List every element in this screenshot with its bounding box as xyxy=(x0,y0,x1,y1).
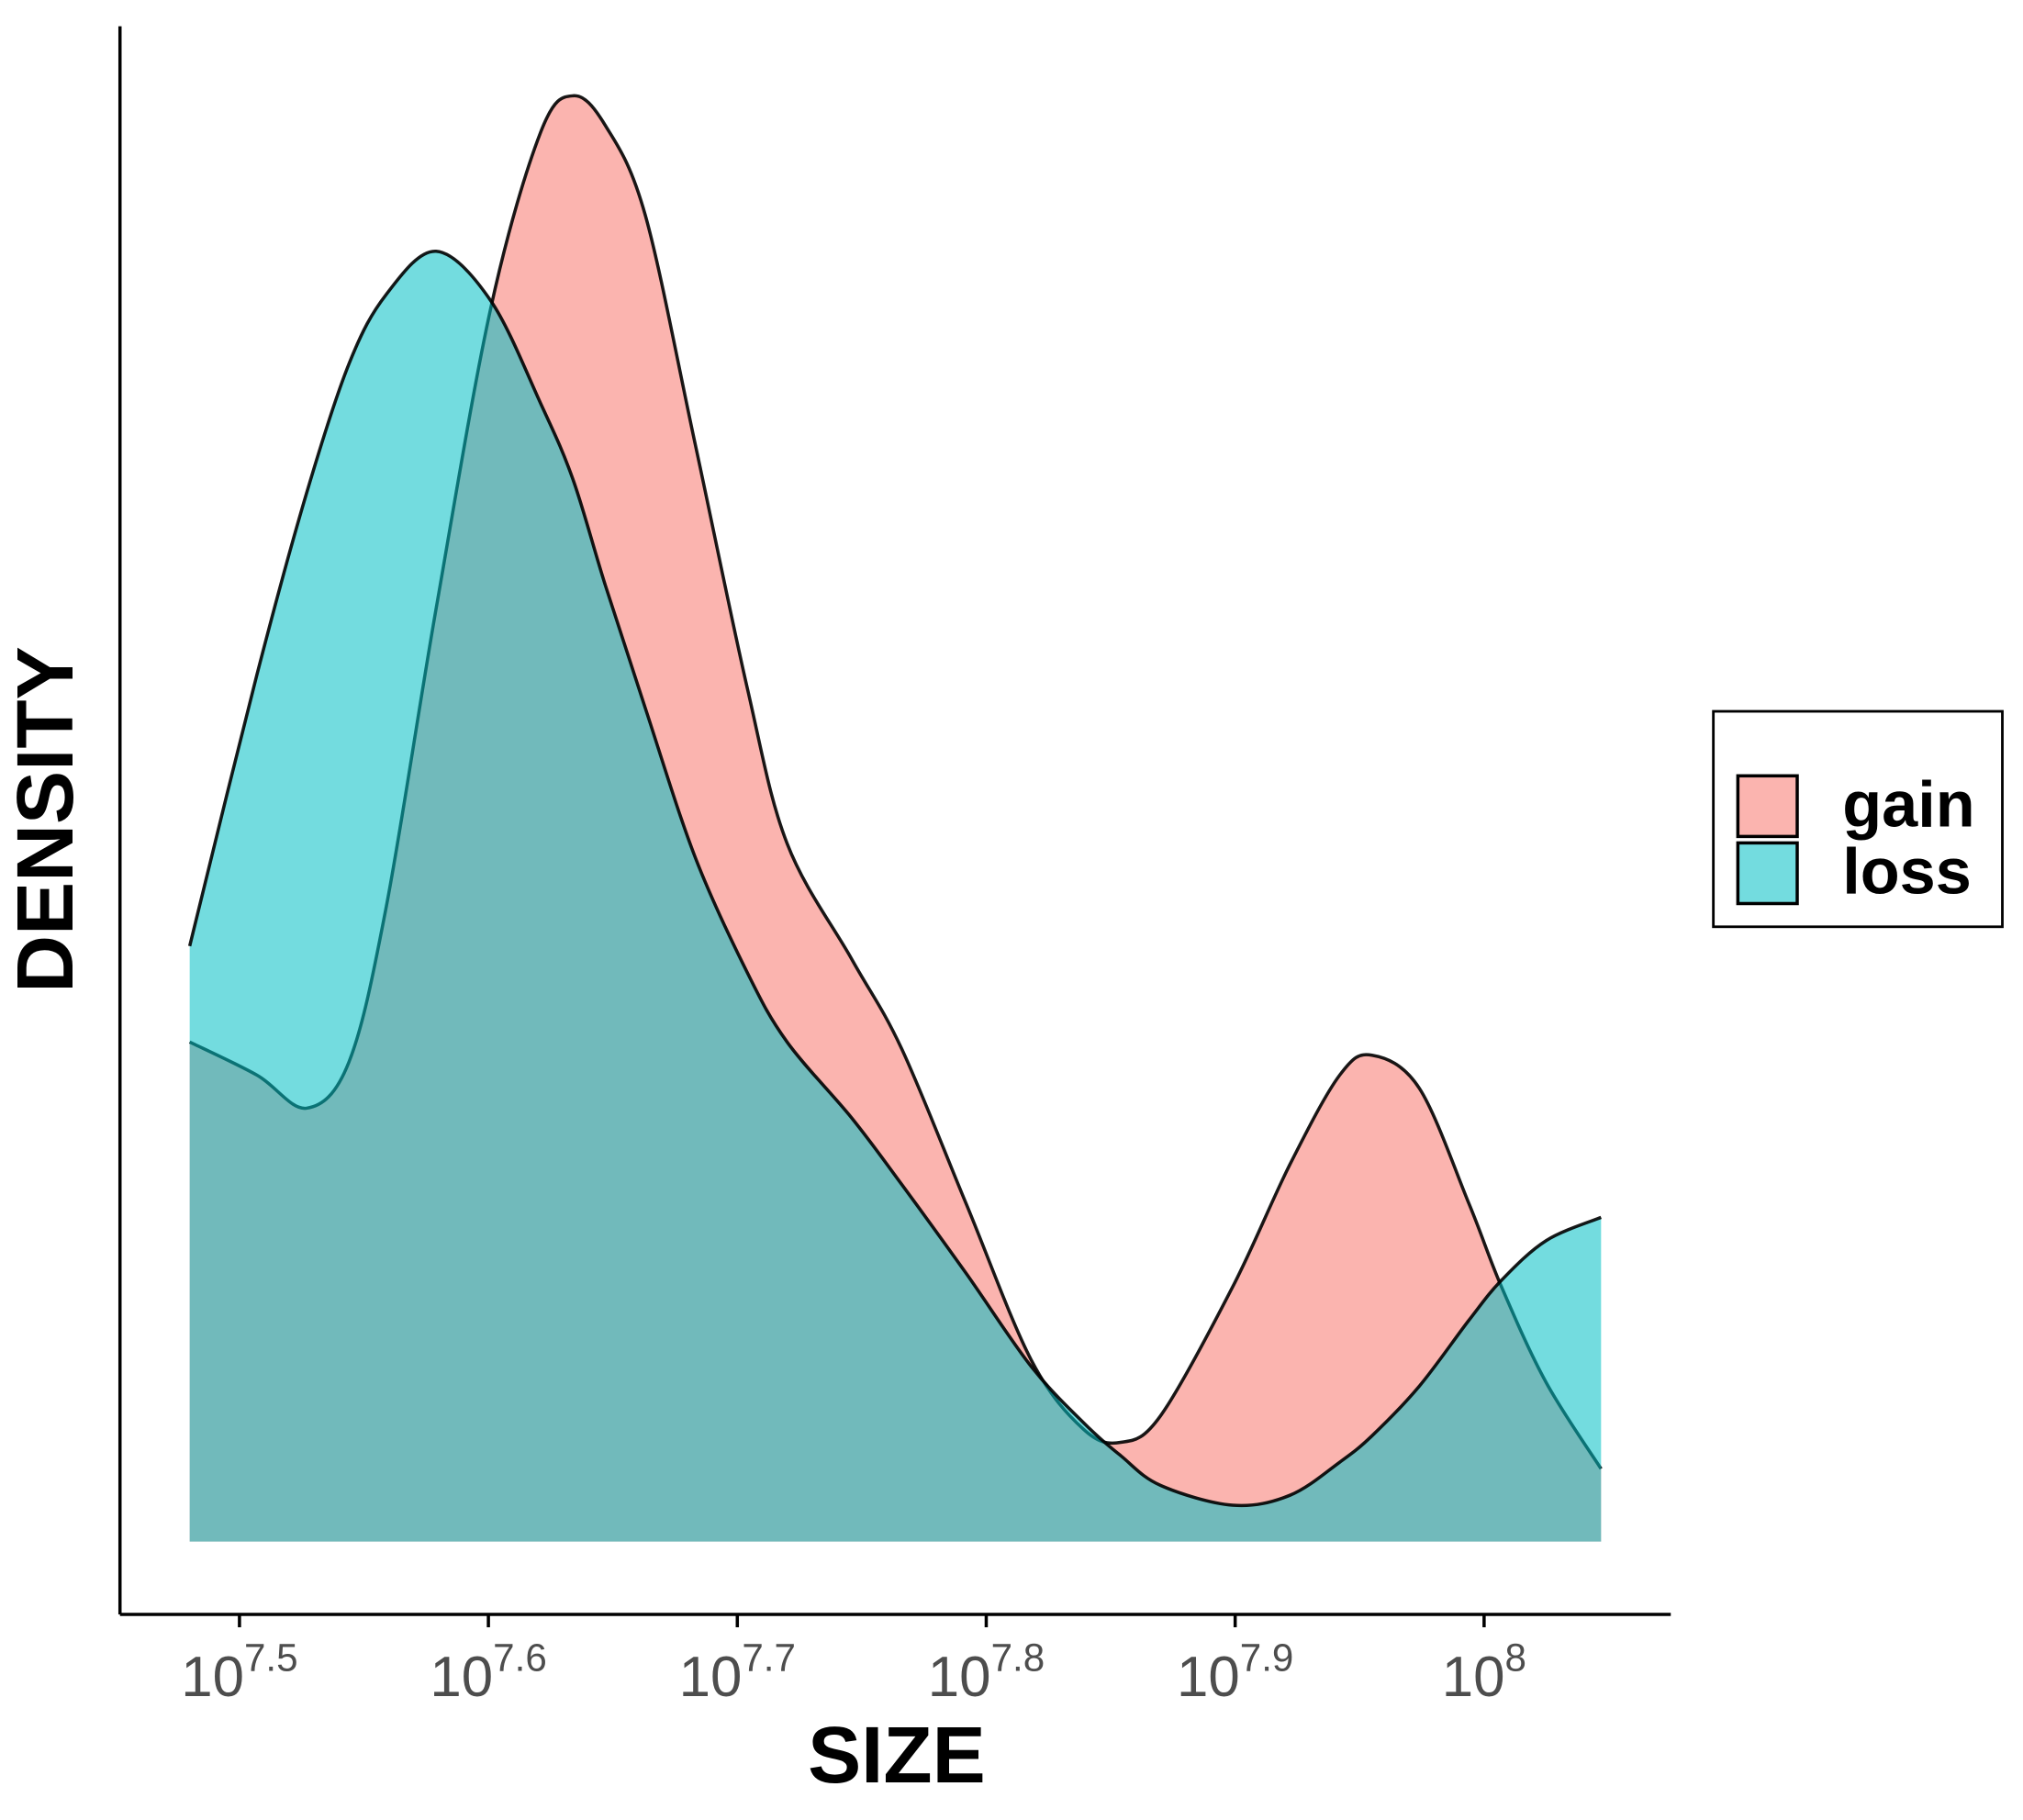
plot-area xyxy=(187,94,1603,1542)
x-tick-label: 107.6 xyxy=(430,1636,546,1710)
x-tick-label: 107.8 xyxy=(928,1636,1045,1710)
x-axis-title: SIZE xyxy=(808,1711,986,1800)
x-tick-label: 108 xyxy=(1442,1636,1526,1710)
legend-label: loss xyxy=(1842,835,1972,908)
x-tick-label: 107.9 xyxy=(1177,1636,1293,1710)
x-tick-label: 107.7 xyxy=(679,1636,796,1710)
legend-label: gain xyxy=(1842,767,1974,840)
density-line xyxy=(187,250,1603,1508)
density-area xyxy=(189,251,1602,1542)
x-tick-label: 107.5 xyxy=(181,1636,297,1710)
legend-key xyxy=(1736,774,1799,839)
y-axis-title: DENSITY xyxy=(1,646,90,993)
legend-key xyxy=(1736,841,1799,906)
